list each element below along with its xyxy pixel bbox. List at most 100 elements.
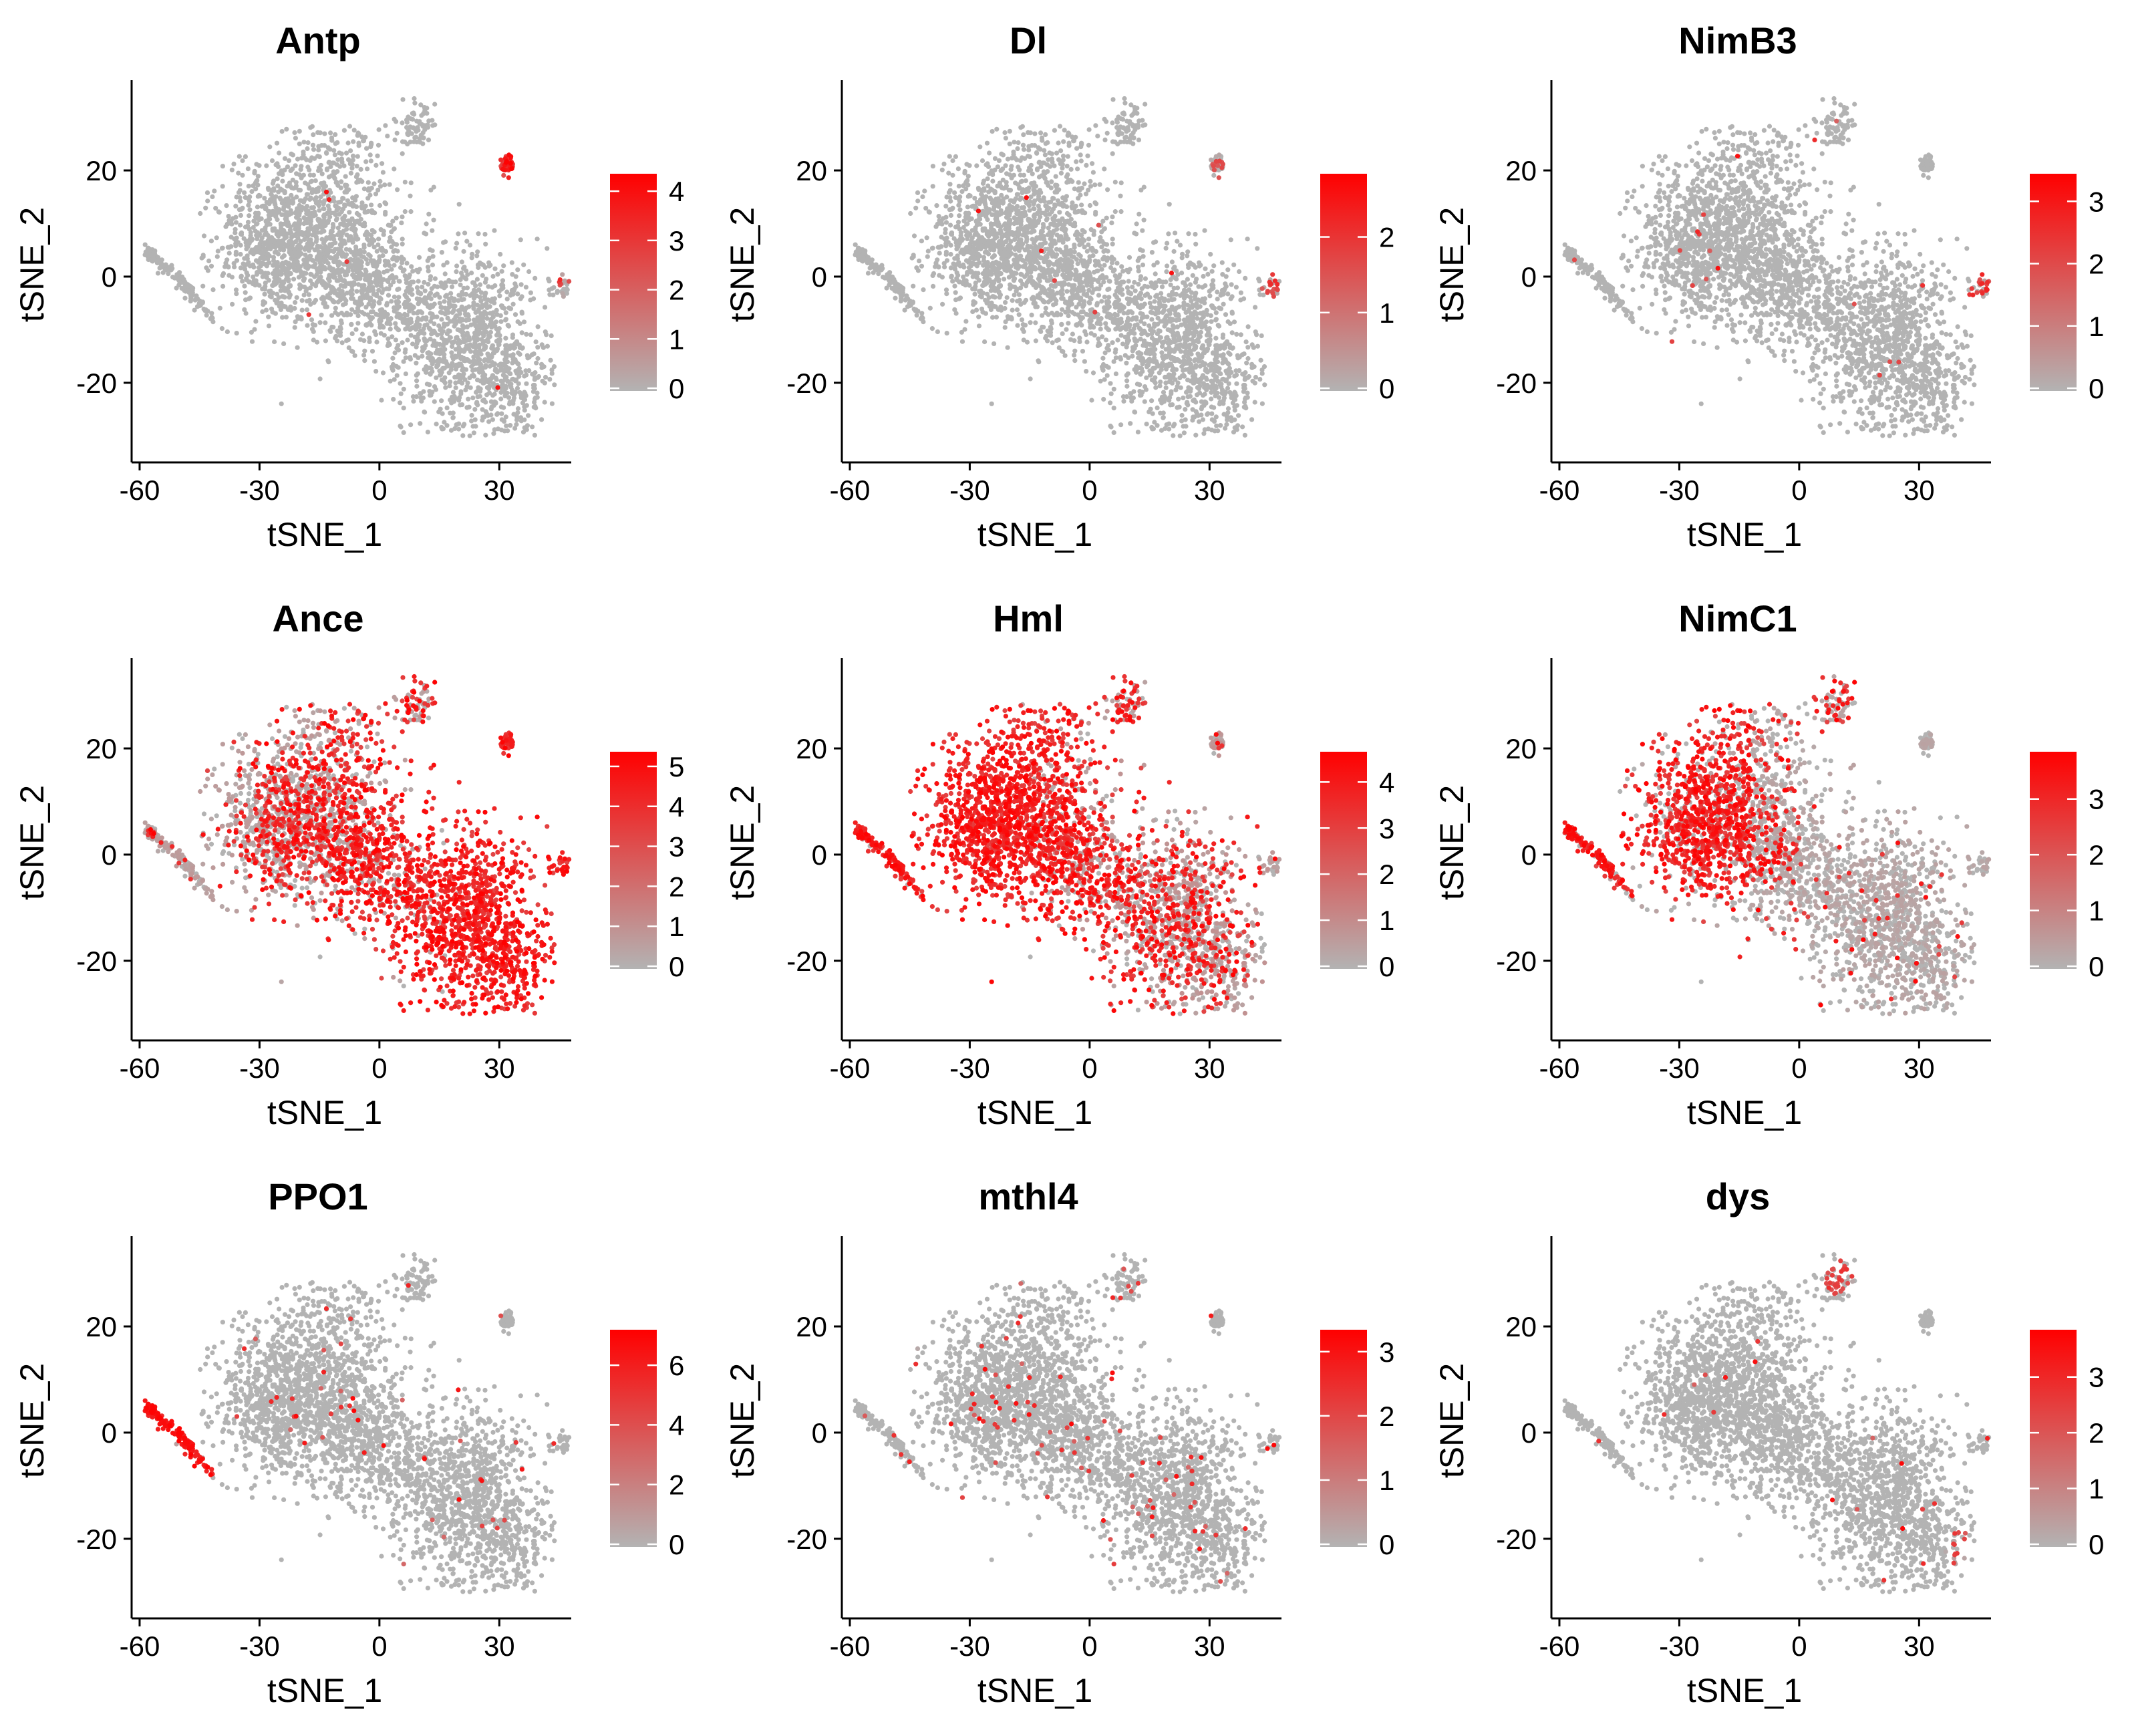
cell-point [290, 166, 295, 172]
cell-point [369, 210, 375, 215]
cell-point [319, 181, 324, 186]
cell-point [521, 319, 527, 325]
cell-point [311, 213, 316, 219]
cell-point [1095, 134, 1100, 139]
cell-point [240, 158, 245, 164]
cell-point [446, 279, 452, 284]
cell-point [524, 381, 529, 386]
cell-point [246, 183, 251, 189]
cell-point [1005, 156, 1011, 162]
cell-point [1039, 266, 1044, 271]
cell-point [1070, 331, 1075, 337]
cell-point [271, 279, 277, 285]
cell-point [304, 157, 309, 162]
cell-point [390, 355, 396, 361]
cell-point [238, 212, 243, 218]
cell-point [364, 146, 369, 151]
cell-point [990, 129, 995, 134]
cell-point [420, 141, 426, 146]
cell-point [342, 241, 348, 246]
cell-point [1060, 153, 1066, 158]
cell-point [243, 154, 248, 159]
cell-point [949, 273, 954, 279]
cell-point [956, 196, 961, 202]
cell-point [513, 284, 518, 289]
cell-point [446, 370, 452, 376]
cell-point [1047, 150, 1052, 156]
x-axis-label: tSNE_1 [267, 516, 382, 553]
cell-point [388, 283, 394, 288]
cell-point [544, 332, 549, 337]
cell-point [1010, 307, 1015, 313]
cell-point [361, 138, 367, 144]
legend-label: 1 [669, 323, 684, 355]
cell-point [382, 200, 388, 205]
cell-point [990, 178, 996, 184]
cell-point [453, 385, 458, 390]
cell-point [461, 349, 467, 354]
cell-point [931, 283, 936, 289]
cell-point [335, 157, 341, 162]
cell-point [505, 323, 510, 328]
cell-point [309, 317, 315, 323]
cell-point [979, 158, 985, 164]
cell-point [251, 251, 256, 257]
cell-point [414, 341, 420, 346]
cell-point [946, 170, 951, 176]
cell-point [497, 293, 502, 299]
cell-point [1000, 240, 1005, 245]
cell-point [405, 142, 410, 147]
cell-point [345, 312, 350, 317]
cell-point [284, 210, 289, 215]
cell-point [449, 350, 454, 355]
cell-point [990, 261, 996, 266]
cell-point [508, 423, 513, 428]
cell-point [370, 237, 375, 243]
cell-point [256, 214, 261, 221]
cell-point [312, 225, 317, 231]
cell-point [990, 238, 995, 243]
legend-label: 3 [669, 225, 684, 257]
cell-point [1057, 210, 1062, 215]
cell-point [1013, 196, 1019, 201]
cell-point [363, 287, 368, 292]
cell-point [284, 126, 289, 132]
cell-point [317, 376, 323, 382]
cell-point [247, 213, 252, 219]
cell-point [469, 255, 474, 261]
cell-point [994, 235, 1000, 240]
cell-point [214, 235, 219, 241]
cell-point [351, 280, 357, 285]
cell-point [377, 202, 383, 208]
cell-point [982, 227, 987, 233]
cell-point [560, 272, 565, 277]
cell-point [425, 430, 431, 435]
cell-point [396, 286, 402, 292]
cell-point [431, 217, 436, 223]
cell-point [430, 262, 436, 268]
cell-point [494, 307, 499, 313]
cell-point [1021, 205, 1026, 210]
cell-point [1028, 376, 1033, 382]
y-tick-label: -20 [76, 368, 117, 399]
cell-point [321, 206, 327, 212]
cell-point [567, 279, 572, 284]
cell-point [1050, 253, 1055, 259]
cell-point [1038, 146, 1043, 152]
cell-point [220, 184, 225, 189]
cell-point [1102, 294, 1107, 299]
cell-point [348, 148, 353, 154]
cell-point [267, 289, 272, 294]
cell-point [1106, 295, 1112, 300]
cell-point [998, 227, 1003, 233]
x-tick-label: 0 [371, 474, 387, 506]
cell-point [1029, 312, 1034, 317]
cell-point [297, 286, 303, 291]
cell-point [278, 230, 283, 235]
cell-point [249, 189, 255, 194]
cell-point [504, 348, 509, 354]
cell-point [488, 299, 494, 304]
cell-point [460, 366, 466, 372]
cell-point [552, 382, 557, 388]
cell-point [510, 377, 515, 382]
